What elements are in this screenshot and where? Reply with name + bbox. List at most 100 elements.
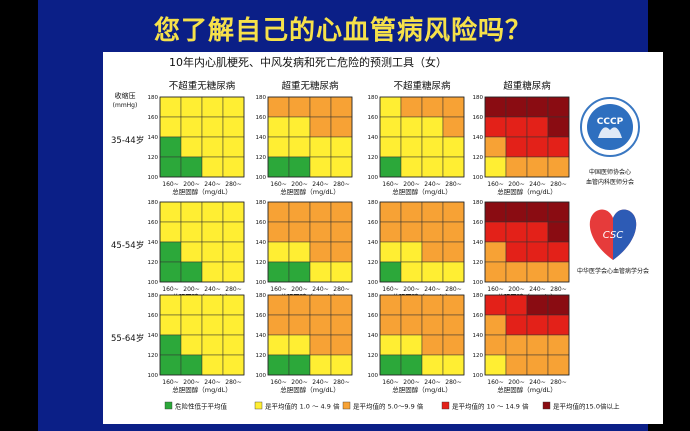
risk-cell	[484, 354, 507, 376]
risk-cell	[505, 136, 528, 158]
risk-cell	[288, 96, 311, 118]
risk-cell	[379, 156, 402, 178]
grid-frame	[267, 201, 353, 283]
risk-cell	[505, 241, 528, 263]
risk-cell	[421, 354, 444, 376]
risk-cell	[547, 261, 570, 283]
risk-cell	[180, 96, 203, 118]
x-axis-label: 总胆固醇（mg/dL）	[497, 187, 556, 196]
x-tick-label: 240~	[529, 379, 545, 386]
risk-cell	[201, 294, 224, 316]
risk-cell	[505, 96, 528, 118]
risk-cell	[180, 136, 203, 158]
risk-cell	[222, 261, 245, 283]
risk-cell	[442, 201, 465, 223]
risk-cell	[180, 221, 203, 243]
risk-cell	[180, 314, 203, 336]
risk-cell	[505, 314, 528, 336]
risk-cell	[267, 261, 290, 283]
column-header: 超重糖尿病	[503, 80, 551, 92]
risk-cell	[180, 334, 203, 356]
y-axis-label: 收缩压	[115, 91, 136, 100]
risk-cell	[309, 314, 332, 336]
risk-cell	[201, 241, 224, 263]
risk-cell	[309, 354, 332, 376]
risk-cell	[526, 241, 549, 263]
risk-cell	[288, 156, 311, 178]
risk-cell	[421, 156, 444, 178]
risk-cell	[222, 96, 245, 118]
y-tick-label: 160	[148, 115, 159, 121]
risk-cell	[484, 221, 507, 243]
risk-cell	[267, 201, 290, 223]
risk-cell	[159, 116, 182, 138]
risk-cell	[421, 96, 444, 118]
risk-cell	[442, 354, 465, 376]
risk-cell	[547, 96, 570, 118]
y-tick-label: 140	[368, 333, 379, 339]
risk-cell	[379, 354, 402, 376]
risk-cell	[267, 314, 290, 336]
risk-cell	[201, 261, 224, 283]
risk-cell	[400, 334, 423, 356]
slide-title: 您了解自己的心血管病风险吗？	[153, 16, 532, 46]
legend-label: 是平均值的 5.0～9.9 倍	[353, 402, 424, 411]
risk-cell	[400, 156, 423, 178]
y-tick-label: 140	[256, 333, 267, 339]
legend-label: 是平均值的 1.0 ～ 4.9 倍	[265, 402, 340, 411]
risk-cell	[442, 221, 465, 243]
grid-frame	[159, 96, 245, 178]
risk-cell	[309, 261, 332, 283]
risk-cell	[159, 354, 182, 376]
ccp-caption: 中国医师协会心	[589, 168, 631, 176]
x-axis-label: 总胆固醇（mg/dL）	[280, 385, 339, 394]
risk-cell	[288, 354, 311, 376]
y-tick-label: 120	[256, 260, 267, 266]
x-tick-label: 160~	[487, 379, 503, 386]
y-tick-label: 160	[256, 115, 267, 121]
risk-cell	[400, 314, 423, 336]
risk-cell	[180, 354, 203, 376]
y-tick-label: 160	[473, 313, 484, 319]
risk-cell	[547, 116, 570, 138]
risk-cell	[421, 241, 444, 263]
risk-cell	[330, 96, 353, 118]
risk-cell	[159, 334, 182, 356]
risk-cell	[330, 354, 353, 376]
x-axis-label: 总胆固醇（mg/dL）	[392, 385, 451, 394]
x-tick-label: 160~	[382, 379, 398, 386]
risk-cell	[309, 241, 332, 263]
risk-cell	[505, 201, 528, 223]
risk-cell	[159, 156, 182, 178]
x-tick-label: 200~	[508, 286, 524, 293]
y-tick-label: 120	[368, 155, 379, 161]
risk-cell	[400, 96, 423, 118]
risk-cell	[526, 116, 549, 138]
risk-cell	[309, 294, 332, 316]
y-tick-label: 180	[148, 200, 159, 206]
risk-cell	[201, 354, 224, 376]
y-tick-label: 160	[368, 313, 379, 319]
risk-cell	[484, 136, 507, 158]
y-tick-label: 120	[256, 155, 267, 161]
risk-cell	[379, 221, 402, 243]
risk-cell	[526, 96, 549, 118]
risk-cell	[505, 156, 528, 178]
y-tick-label: 160	[473, 220, 484, 226]
y-tick-label: 100	[368, 175, 379, 181]
risk-cell	[484, 314, 507, 336]
risk-cell	[201, 116, 224, 138]
x-tick-label: 200~	[403, 181, 419, 188]
age-group-label: 45-54岁	[111, 240, 144, 251]
risk-cell	[288, 241, 311, 263]
heart-icon-half	[613, 209, 637, 260]
x-tick-label: 200~	[403, 286, 419, 293]
risk-cell	[180, 156, 203, 178]
grid-frame	[484, 294, 570, 376]
risk-cell	[547, 136, 570, 158]
risk-cell	[309, 221, 332, 243]
y-tick-label: 100	[148, 175, 159, 181]
x-tick-label: 280~	[225, 286, 241, 293]
risk-cell	[309, 201, 332, 223]
risk-cell	[484, 294, 507, 316]
